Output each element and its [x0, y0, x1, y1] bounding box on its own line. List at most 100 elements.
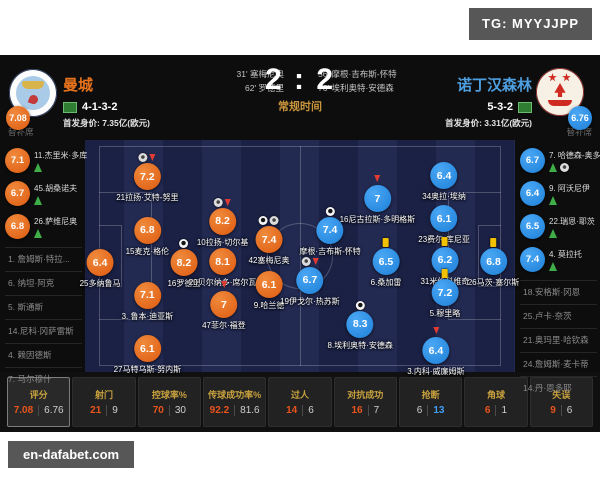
pitch-player[interactable]: 7.4 42塞梅尼奥: [249, 216, 289, 266]
pitch-player[interactable]: 7.2 5.穆里略: [430, 269, 460, 319]
player-name: 16尼古拉斯·多明格斯: [339, 215, 416, 225]
pitch-player[interactable]: 7 16尼古拉斯·多明格斯: [339, 175, 416, 225]
bench-player[interactable]: 18.安格斯·冈恩: [520, 280, 597, 304]
bench-player[interactable]: 7.4 4. 莫拉托: [520, 247, 597, 280]
bench-player[interactable]: 1. 詹姆斯·特拉...: [5, 247, 82, 271]
stat-cell-dribbles[interactable]: 过人 14 6: [268, 377, 332, 427]
player-name: 15麦克·格伦: [125, 246, 170, 256]
pitch-player[interactable]: 8.2 16罗德里: [167, 239, 200, 289]
player-name: 21拉扬·艾特-努里: [116, 193, 179, 203]
player-name: 4. 莫拉托: [549, 250, 582, 259]
pitch-player[interactable]: 7.1 3. 鲁本·迪亚斯: [122, 281, 173, 322]
home-scorers: 31' 塞梅尼奥 62' 罗德里: [169, 67, 284, 95]
bench-player[interactable]: 14.尼科·冈萨雷斯: [5, 319, 82, 343]
player-rating: 6.4: [520, 181, 545, 206]
pitch-player[interactable]: 6.7 19伊戈尔·热苏斯: [280, 256, 340, 307]
player-name: 26.萨维尼奥: [34, 217, 78, 226]
pitch-player[interactable]: 6.1 27马特乌斯·努内斯: [114, 335, 181, 375]
bench-player[interactable]: 14.丹·恩多耶: [520, 376, 597, 400]
match-panel: 7.08 曼城 4-1-3-2 首发身价: 7.35亿(欧元) 31' 塞梅尼奥…: [0, 55, 600, 432]
player-name: 26马茨·塞尔斯: [467, 278, 520, 288]
home-team-block[interactable]: 曼城 4-1-3-2 首发身价: 7.35亿(欧元): [63, 74, 150, 129]
pitch-player[interactable]: 6.5 6.桑加雷: [370, 238, 402, 288]
pitch-player[interactable]: 6.4 3.内科·威廉姆斯: [407, 327, 465, 377]
bench-player[interactable]: 6.8 26.萨维尼奥: [5, 214, 82, 247]
player-rating: 7.2: [431, 279, 459, 307]
away-scorer: 76' 埃利奥特·安德森: [318, 83, 394, 93]
away-stat-value: 9: [106, 405, 123, 416]
stat-cell-possession[interactable]: 控球率% 70 30: [137, 377, 201, 427]
stat-cell-shots[interactable]: 射门 21 9: [72, 377, 136, 427]
player-rating: 8.3: [346, 310, 374, 338]
goal-area-right: [478, 225, 501, 287]
away-scorer: 56' 摩根·吉布斯-怀特: [318, 69, 397, 79]
sub-off-icon: [432, 327, 439, 335]
pitch-player[interactable]: 7.2 21拉扬·艾特-努里: [116, 153, 179, 203]
player-rating: 6.7: [296, 266, 324, 294]
home-scorer: 31' 塞梅尼奥: [236, 69, 284, 79]
sub-on-icon: [549, 196, 557, 205]
away-stat-value: 30: [168, 405, 191, 416]
assist-icon: [270, 216, 280, 226]
home-scorer: 62' 罗德里: [245, 83, 284, 93]
player-rating: 6.8: [480, 248, 507, 276]
bench-player[interactable]: 6.7 45.胡桑诺夫: [5, 181, 82, 214]
formation-pitch-icon: [518, 101, 532, 113]
yellow-icon: [382, 238, 389, 248]
pitch-player[interactable]: 7.4 摩根·吉布斯-怀特: [299, 206, 361, 257]
match-status: 常规时间: [278, 101, 322, 113]
sub-off-icon: [149, 154, 156, 162]
sub-on-icon: [34, 163, 42, 172]
bench-player[interactable]: 25.卢卡·奈茨: [520, 304, 597, 328]
stat-cell-tackles[interactable]: 抢断 6 13: [398, 377, 463, 427]
player-rating: 7.4: [520, 247, 545, 272]
player-rating: 7.4: [255, 226, 283, 254]
player-name: 10拉扬·切尔基: [196, 237, 249, 247]
bench-player[interactable]: 5. 斯通斯: [5, 295, 82, 319]
stat-cell-pass-accuracy[interactable]: 传球成功率% 92.2 81.6: [202, 377, 267, 427]
pitch-player[interactable]: 6.1 9.哈兰德: [254, 271, 284, 311]
bench-player[interactable]: 7. 马尔穆什: [5, 367, 82, 391]
pitch-player[interactable]: 7 47菲尔·福登: [202, 281, 246, 331]
home-team-name[interactable]: 曼城: [63, 77, 94, 94]
home-team-rating-badge: 7.08: [6, 106, 30, 130]
player-rating: 6.8: [133, 216, 161, 244]
pitch-player[interactable]: 6.4 34奥拉·埃纳: [422, 162, 466, 202]
player-rating: 7.1: [133, 281, 161, 309]
bench-player[interactable]: 4. 赖因德斯: [5, 343, 82, 367]
sub-off-icon: [374, 175, 381, 183]
bench-player[interactable]: 24.詹姆斯·麦卡蒂: [520, 352, 597, 376]
stat-cell-rating[interactable]: 评分 7.08 6.76: [7, 377, 71, 427]
player-rating: 8.1: [209, 248, 237, 276]
player-name: 11.杰里米·多库: [34, 151, 88, 160]
bench-player[interactable]: 6.5 22.瑞恩·耶茨: [520, 214, 597, 247]
bench-player[interactable]: 6.4 9. 阿沃尼伊: [520, 181, 597, 214]
stat-cell-duels-won[interactable]: 对抗成功 16 7: [333, 377, 397, 427]
bench-player[interactable]: 6. 纳坦·阿克: [5, 271, 82, 295]
bench-player[interactable]: 21.奥玛里·哈钦森: [520, 328, 597, 352]
pitch-player[interactable]: 6.8 26马茨·塞尔斯: [467, 238, 520, 288]
sub-on-icon: [34, 196, 42, 205]
pitch-player[interactable]: 8.2 10拉扬·切尔基: [196, 197, 249, 248]
player-rating: 7.1: [5, 148, 30, 173]
player-name: 22.瑞恩·耶茨: [549, 217, 595, 226]
player-rating: 6.1: [133, 335, 161, 363]
away-team-block[interactable]: 诺丁汉森林 5-3-2 首发身价: 3.31亿(欧元): [445, 74, 532, 129]
home-stat-value: 92.2: [209, 405, 230, 416]
away-team-name[interactable]: 诺丁汉森林: [456, 77, 532, 94]
home-bench-list: 7.1 11.杰里米·多库 6.7 45.胡桑诺夫 6.8 26.萨维尼奥 1.…: [0, 140, 87, 384]
pitch-player[interactable]: 6.4 25多纳鲁马: [80, 249, 121, 289]
yellow-icon: [441, 236, 448, 246]
pitch-player[interactable]: 8.3 8.埃利奥特·安德森: [328, 300, 393, 351]
pitch-player[interactable]: 6.8 15麦克·格伦: [125, 216, 170, 257]
away-formation: 5-3-2: [487, 101, 513, 113]
bench-player[interactable]: 6.7 7. 哈德森-奥多伊: [520, 148, 600, 181]
player-rating: 6.8: [5, 214, 30, 239]
player-name: 6.桑加雷: [370, 278, 402, 288]
away-stat-value: 6.76: [38, 405, 68, 416]
player-name: 47菲尔·福登: [202, 321, 246, 331]
bench-player[interactable]: 7.1 11.杰里米·多库: [5, 148, 87, 181]
